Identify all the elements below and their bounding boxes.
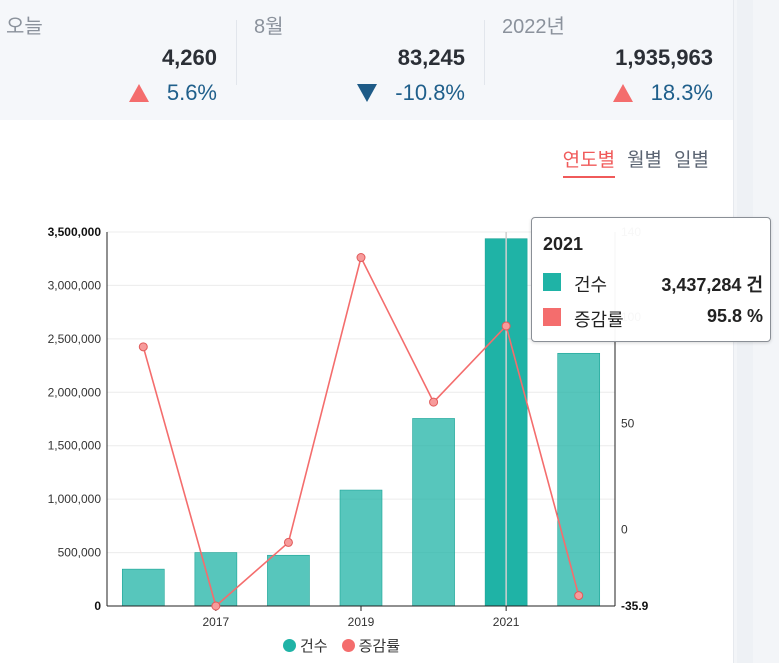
- legend-item-count[interactable]: 건수: [283, 635, 328, 656]
- stat-change: -10.8%: [357, 80, 465, 106]
- stat-year: 2022년 1,935,963 18.3%: [502, 0, 713, 120]
- stat-value: 1,935,963: [615, 45, 713, 70]
- y-left-tick-label: 3,500,000: [48, 225, 102, 239]
- stat-value: 83,245: [397, 45, 465, 70]
- legend-dot: [283, 639, 296, 652]
- tab-daily[interactable]: 일별: [674, 150, 709, 171]
- rate-point: [283, 537, 293, 547]
- stat-label: 오늘: [6, 16, 43, 38]
- up-arrow-icon: [128, 84, 149, 102]
- tab-monthly[interactable]: 월별: [627, 150, 663, 171]
- stat-change: 5.6%: [128, 80, 217, 106]
- rate-point: [211, 601, 221, 611]
- y-left-tick-label: 0: [94, 599, 101, 613]
- x-tick-label: 2019: [348, 615, 375, 629]
- y-left-tick-label: 1,000,000: [48, 492, 102, 506]
- bar: [557, 352, 601, 607]
- legend-item-rate[interactable]: 증감률: [341, 635, 401, 656]
- tooltip-title: 2021: [543, 234, 584, 254]
- stat-value: 4,260: [161, 45, 217, 70]
- stat-change-text: -10.8%: [395, 80, 465, 105]
- y-left-tick-label: 2,500,000: [48, 332, 102, 346]
- chart-tooltip: 2021 건수 3,437,284 건 증감률 95.8 %: [531, 217, 771, 342]
- stat-change-text: 18.3%: [650, 80, 713, 105]
- legend-label: 건수: [300, 638, 328, 655]
- bar: [121, 568, 165, 607]
- stat-change-text: 5.6%: [166, 80, 217, 105]
- tooltip-row-value: 3,437,284 건: [661, 275, 763, 295]
- up-arrow-icon: [612, 84, 633, 102]
- stat-change: 18.3%: [612, 80, 713, 106]
- y-right-tick-label: 50: [621, 416, 635, 430]
- bar: [194, 552, 238, 607]
- tab-yearly[interactable]: 연도별: [562, 145, 616, 178]
- legend-label: 증감률: [358, 638, 401, 655]
- down-arrow-icon: [357, 84, 378, 102]
- y-left-tick-label: 2,000,000: [48, 385, 102, 399]
- y-right-tick-label: 0: [621, 523, 628, 537]
- x-tick-label: 2021: [493, 615, 520, 629]
- rate-point: [501, 321, 511, 331]
- tooltip-swatch: [543, 273, 561, 291]
- divider: [236, 20, 237, 85]
- y-left-tick-label: 500,000: [58, 546, 102, 560]
- rate-point: [574, 591, 584, 601]
- rate-point: [138, 342, 148, 352]
- tooltip-swatch: [543, 308, 561, 326]
- y-left-tick-label: 3,000,000: [48, 278, 102, 292]
- stat-label: 8월: [254, 16, 284, 38]
- bar: [339, 489, 383, 607]
- tooltip-row-value: 95.8 %: [706, 306, 763, 326]
- tooltip-row-rate: 증감률 95.8 %: [543, 306, 763, 330]
- chart-legend: 건수 증감률: [283, 635, 400, 656]
- period-tabs: 연도별 월별 일별: [562, 145, 709, 178]
- y-right-tick-label: -35.9: [621, 599, 649, 613]
- stats-panel: 오늘 4,260 5.6% 8월 83,245 -10.8% 2022년 1,9…: [0, 0, 733, 120]
- rate-point: [429, 397, 439, 407]
- legend-dot: [341, 639, 355, 652]
- divider: [484, 20, 485, 85]
- stat-label: 2022년: [502, 16, 565, 38]
- stat-today: 오늘 4,260 5.6%: [6, 0, 217, 120]
- y-left-tick-label: 1,500,000: [48, 439, 102, 453]
- stat-month: 8월 83,245 -10.8%: [254, 0, 465, 120]
- bar: [267, 554, 310, 607]
- tooltip-row-name: 건수: [574, 275, 608, 295]
- bar: [412, 418, 455, 607]
- tooltip-row-count: 건수 3,437,284 건: [543, 271, 763, 295]
- tooltip-row-name: 증감률: [574, 310, 624, 330]
- x-tick-label: 2017: [203, 615, 230, 629]
- rate-point: [356, 253, 366, 263]
